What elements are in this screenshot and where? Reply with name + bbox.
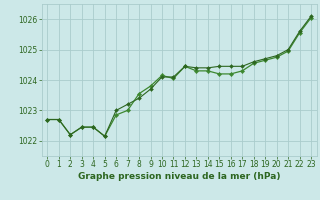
- X-axis label: Graphe pression niveau de la mer (hPa): Graphe pression niveau de la mer (hPa): [78, 172, 280, 181]
